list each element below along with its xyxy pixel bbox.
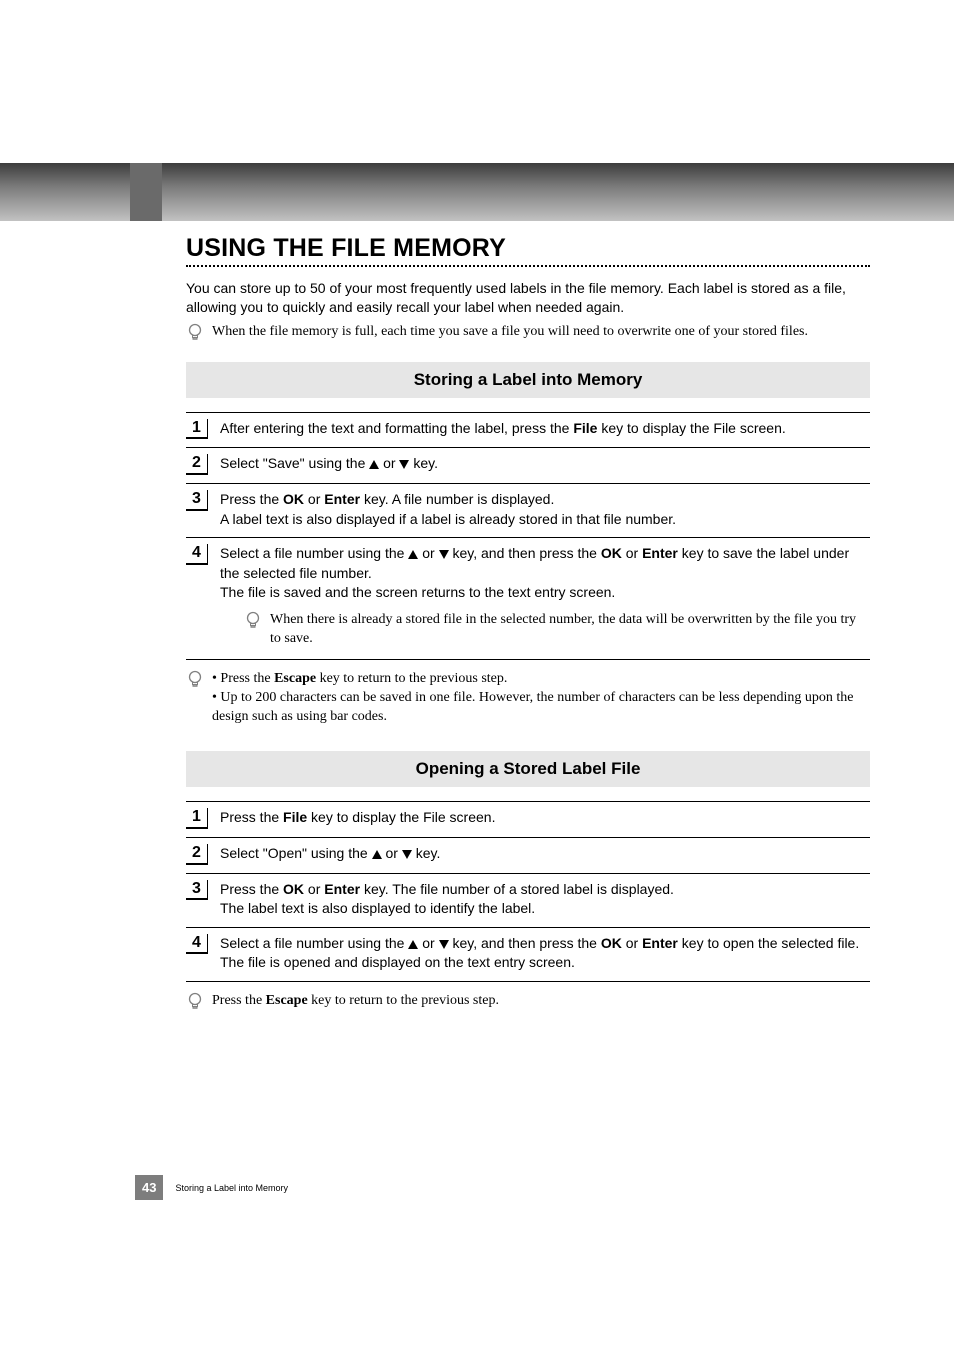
- lightbulb-icon: [186, 670, 204, 690]
- store-footer-note: • Press the Escape key to return to the …: [186, 670, 870, 727]
- key-enter: Enter: [642, 545, 678, 561]
- page: USING THE FILE MEMORY You can store up t…: [0, 0, 954, 1350]
- step-number: 2: [186, 454, 208, 475]
- inner-note: When there is already a stored file in t…: [244, 611, 870, 649]
- key-file: File: [283, 809, 307, 825]
- t: key to return to the previous step.: [308, 993, 499, 1008]
- top-note-text: When the file memory is full, each time …: [212, 323, 808, 342]
- t: key to display the File screen.: [597, 420, 785, 436]
- footer-label: Storing a Label into Memory: [175, 1183, 288, 1193]
- top-note: When the file memory is full, each time …: [186, 323, 870, 343]
- key-ok: OK: [283, 491, 304, 507]
- footer-note-list: • Press the Escape key to return to the …: [212, 670, 870, 727]
- t: or: [304, 881, 324, 897]
- t: key.: [409, 455, 438, 471]
- up-arrow-icon: [372, 850, 382, 859]
- t: or: [622, 935, 642, 951]
- step-text: Select "Open" using the or key.: [220, 844, 870, 864]
- page-title: USING THE FILE MEMORY: [186, 234, 870, 263]
- section-heading-store: Storing a Label into Memory: [186, 361, 870, 398]
- key-escape: Escape: [274, 671, 316, 686]
- key-enter: Enter: [324, 491, 360, 507]
- store-step-1: 1 After entering the text and formatting…: [186, 412, 870, 448]
- lightbulb-icon: [244, 611, 262, 631]
- step-text: Press the OK or Enter key. A file number…: [220, 490, 870, 529]
- step-text: Select a file number using the or key, a…: [220, 934, 870, 973]
- lightbulb-icon: [186, 323, 204, 343]
- t: After entering the text and formatting t…: [220, 420, 573, 436]
- step-text: Press the File key to display the File s…: [220, 808, 870, 828]
- key-ok: OK: [601, 935, 622, 951]
- step-number: 3: [186, 880, 208, 901]
- header-gradient-bar: [0, 163, 954, 221]
- t: Press the: [220, 671, 274, 686]
- key-enter: Enter: [324, 881, 360, 897]
- step-number: 4: [186, 934, 208, 955]
- up-arrow-icon: [408, 940, 418, 949]
- page-footer: 43 Storing a Label into Memory: [135, 1175, 288, 1200]
- lightbulb-icon: [186, 992, 204, 1012]
- content-area: USING THE FILE MEMORY You can store up t…: [186, 234, 870, 1012]
- up-arrow-icon: [369, 460, 379, 469]
- key-escape: Escape: [266, 993, 308, 1008]
- store-steps: 1 After entering the text and formatting…: [186, 412, 870, 660]
- t: or: [622, 545, 642, 561]
- step-number: 4: [186, 544, 208, 565]
- t: Press the: [220, 491, 283, 507]
- step-text: After entering the text and formatting t…: [220, 419, 870, 439]
- open-bottom-note: Press the Escape key to return to the pr…: [186, 992, 870, 1012]
- t: The label text is also displayed to iden…: [220, 900, 535, 916]
- t: Press the: [220, 809, 283, 825]
- key-ok: OK: [601, 545, 622, 561]
- store-step-3: 3 Press the OK or Enter key. A file numb…: [186, 483, 870, 537]
- step-number: 1: [186, 808, 208, 829]
- store-step-2: 2 Select "Save" using the or key.: [186, 447, 870, 483]
- open-step-4: 4 Select a file number using the or key,…: [186, 927, 870, 981]
- intro-text: You can store up to 50 of your most freq…: [186, 279, 870, 317]
- store-step-4: 4 Select a file number using the or key,…: [186, 537, 870, 659]
- t: key to display the File screen.: [307, 809, 495, 825]
- step-number: 2: [186, 844, 208, 865]
- inner-note-text: When there is already a stored file in t…: [270, 611, 870, 649]
- step-number: 1: [186, 419, 208, 440]
- title-row: USING THE FILE MEMORY: [186, 234, 870, 267]
- down-arrow-icon: [439, 940, 449, 949]
- down-arrow-icon: [439, 550, 449, 559]
- t: key, and then press the: [449, 935, 601, 951]
- section-heading-open: Opening a Stored Label File: [186, 750, 870, 787]
- t: Select "Save" using the: [220, 455, 369, 471]
- t: key. A file number is displayed.: [360, 491, 554, 507]
- up-arrow-icon: [408, 550, 418, 559]
- key-enter: Enter: [642, 935, 678, 951]
- key-ok: OK: [283, 881, 304, 897]
- step-text: Select a file number using the or key, a…: [220, 544, 870, 651]
- open-bottom-note-text: Press the Escape key to return to the pr…: [212, 992, 499, 1011]
- step-text: Press the OK or Enter key. The file numb…: [220, 880, 870, 919]
- open-step-1: 1 Press the File key to display the File…: [186, 801, 870, 837]
- down-arrow-icon: [402, 850, 412, 859]
- open-steps: 1 Press the File key to display the File…: [186, 801, 870, 982]
- t: or: [304, 491, 324, 507]
- t: Up to 200 characters can be saved in one…: [212, 690, 854, 724]
- page-number: 43: [135, 1175, 163, 1200]
- step-number: 3: [186, 490, 208, 511]
- header-accent: [130, 163, 162, 221]
- t: key to return to the previous step.: [316, 671, 507, 686]
- t: key. The file number of a stored label i…: [360, 881, 674, 897]
- step-text: Select "Save" using the or key.: [220, 454, 870, 474]
- t: Press the: [212, 993, 266, 1008]
- t: key.: [412, 845, 441, 861]
- t: The file is saved and the screen returns…: [220, 584, 615, 600]
- open-step-3: 3 Press the OK or Enter key. The file nu…: [186, 873, 870, 927]
- t: Select a file number using the: [220, 545, 408, 561]
- open-step-2: 2 Select "Open" using the or key.: [186, 837, 870, 873]
- t: key, and then press the: [449, 545, 601, 561]
- down-arrow-icon: [399, 460, 409, 469]
- t: Select a file number using the: [220, 935, 408, 951]
- t: Press the: [220, 881, 283, 897]
- t: A label text is also displayed if a labe…: [220, 511, 676, 527]
- key-file: File: [573, 420, 597, 436]
- t: Select "Open" using the: [220, 845, 372, 861]
